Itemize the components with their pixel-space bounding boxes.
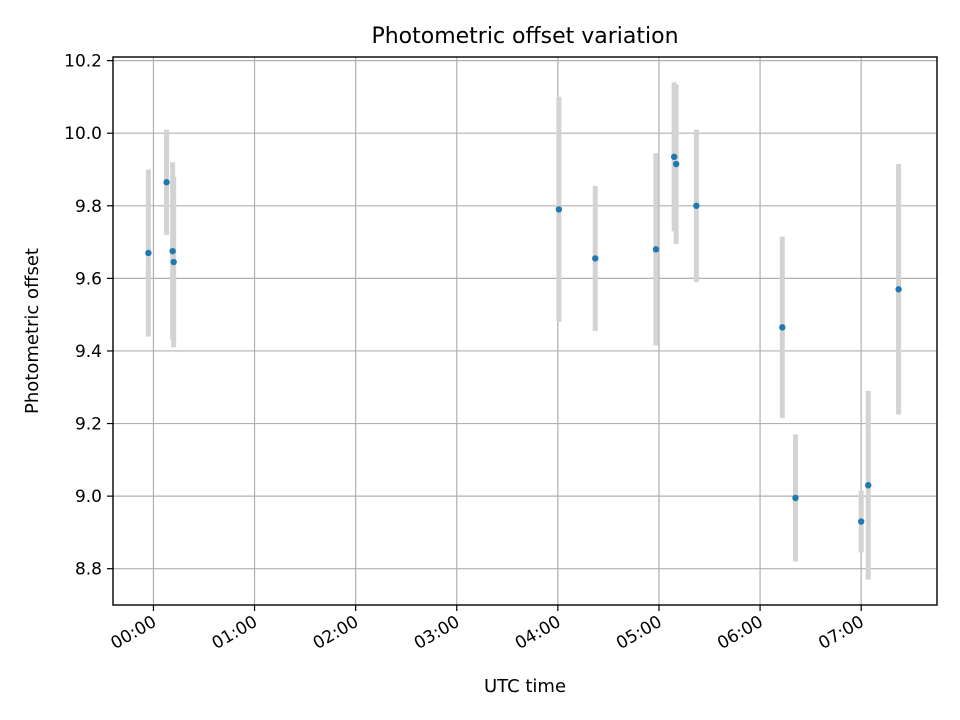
y-tick-label: 9.4 <box>75 342 102 362</box>
y-tick-label: 9.0 <box>75 487 102 507</box>
data-point <box>592 255 599 262</box>
data-point <box>163 179 170 186</box>
data-point <box>670 153 678 161</box>
y-tick-label: 10.0 <box>64 124 102 144</box>
y-tick-label: 8.8 <box>75 560 102 580</box>
data-point <box>555 206 563 213</box>
data-point <box>865 482 872 489</box>
data-point <box>895 286 902 293</box>
y-tick-label: 9.2 <box>75 415 102 435</box>
data-point <box>169 247 176 255</box>
data-point <box>857 518 865 525</box>
y-axis-label: Photometric offset <box>22 248 43 414</box>
data-point <box>693 202 700 209</box>
data-point <box>652 246 660 253</box>
data-points <box>145 153 902 525</box>
y-tick-label: 10.2 <box>64 52 102 72</box>
data-point <box>779 324 786 331</box>
chart-title: Photometric offset variation <box>371 24 678 49</box>
y-tick-label: 9.8 <box>75 197 102 217</box>
data-point <box>145 249 152 257</box>
plot-frame <box>112 56 938 606</box>
data-point <box>792 494 799 502</box>
x-axis-label: UTC time <box>484 676 566 697</box>
data-point <box>672 160 680 168</box>
grid <box>113 57 937 605</box>
y-tick-label: 9.6 <box>75 269 102 289</box>
data-point <box>170 258 177 266</box>
